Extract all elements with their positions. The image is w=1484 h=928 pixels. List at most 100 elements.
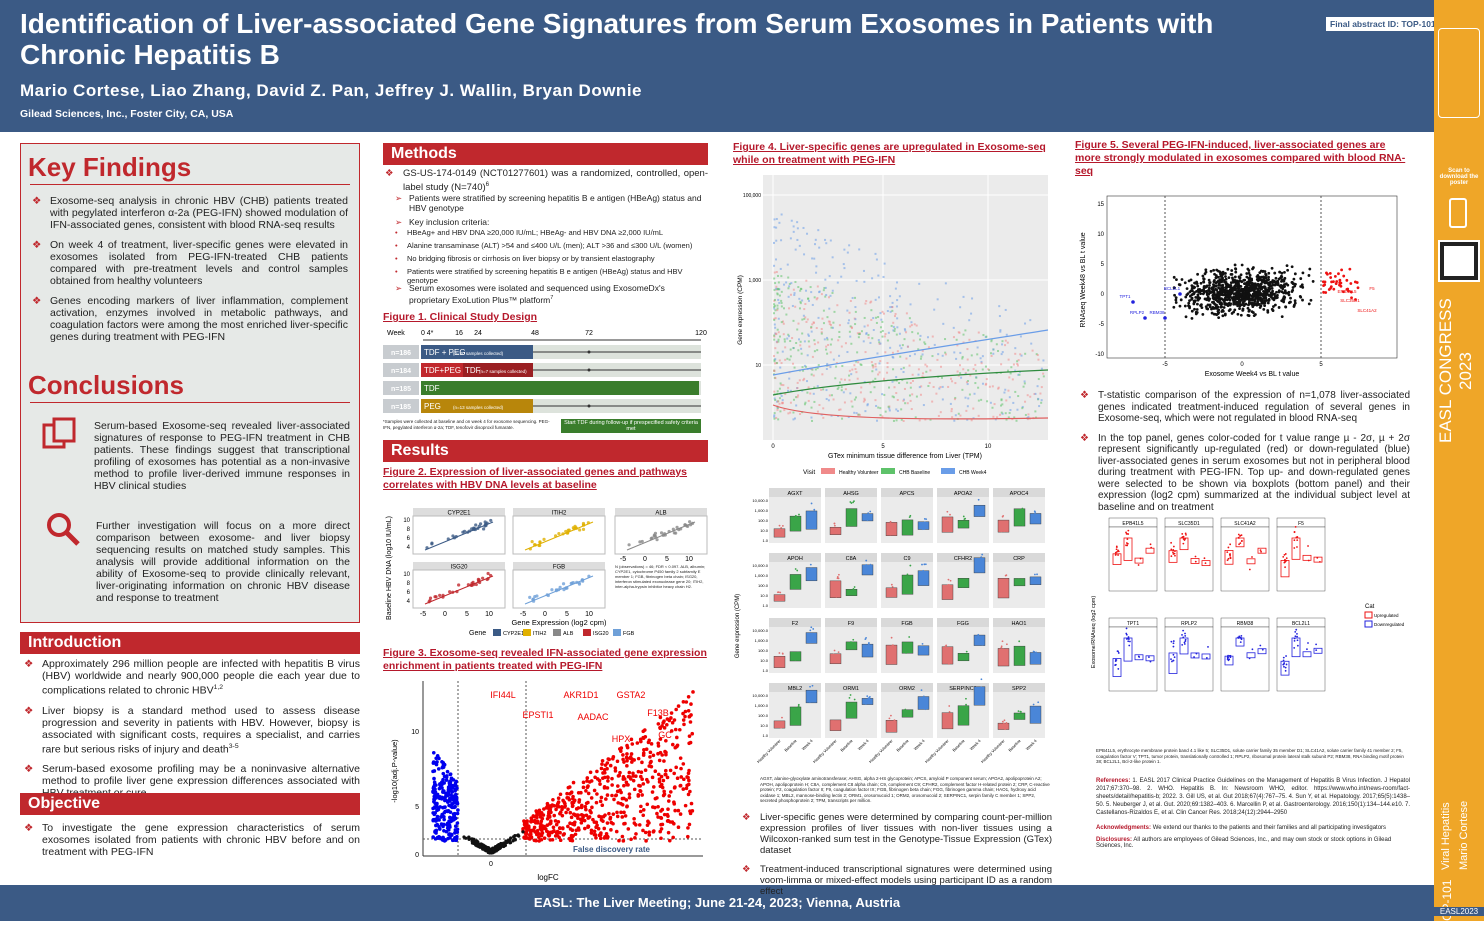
point <box>681 762 686 766</box>
point <box>1247 309 1251 313</box>
point <box>953 419 956 422</box>
point <box>915 395 918 398</box>
point <box>832 720 835 722</box>
y-tick: 1.0 <box>762 538 768 543</box>
point <box>955 357 958 360</box>
point <box>918 338 921 341</box>
point <box>796 569 799 572</box>
point <box>786 263 789 266</box>
point <box>666 799 671 803</box>
point <box>1178 292 1182 296</box>
box <box>773 656 786 668</box>
y-tick: 10,000.0 <box>752 498 768 503</box>
point <box>1008 376 1011 379</box>
point <box>1240 634 1243 637</box>
point <box>431 835 435 839</box>
point <box>787 412 790 415</box>
point <box>817 364 820 367</box>
point <box>1246 287 1250 291</box>
point <box>810 640 812 643</box>
point <box>913 323 916 326</box>
point <box>802 369 805 372</box>
point <box>811 303 814 306</box>
point <box>810 570 812 573</box>
point <box>811 323 814 326</box>
point <box>862 269 865 272</box>
point <box>633 836 637 840</box>
point <box>777 298 780 301</box>
point <box>828 307 831 310</box>
point <box>931 355 934 358</box>
point <box>858 333 861 336</box>
point <box>910 324 913 327</box>
point <box>872 329 875 332</box>
point <box>649 742 654 746</box>
point <box>908 713 911 716</box>
point <box>922 695 925 698</box>
point <box>615 759 620 764</box>
point <box>1283 289 1287 293</box>
point <box>992 352 995 355</box>
point <box>655 538 659 542</box>
point <box>617 838 621 843</box>
point <box>894 312 897 315</box>
point <box>824 295 827 298</box>
point <box>1211 293 1215 297</box>
point <box>777 598 780 601</box>
point <box>900 418 903 421</box>
point <box>803 308 806 311</box>
point <box>790 282 793 285</box>
point <box>864 518 866 521</box>
point <box>1283 665 1285 668</box>
point <box>804 302 807 305</box>
point <box>1277 289 1281 293</box>
point <box>512 838 516 842</box>
list-item: Patients were stratified by screening he… <box>395 193 707 213</box>
point <box>877 373 880 376</box>
box <box>885 720 898 733</box>
point <box>639 770 644 774</box>
point <box>787 389 790 392</box>
point <box>1219 293 1223 296</box>
point <box>964 656 967 659</box>
point <box>1029 319 1032 322</box>
point <box>1220 297 1223 301</box>
point <box>1003 391 1006 394</box>
point <box>784 346 787 349</box>
point <box>806 391 809 394</box>
point <box>773 304 776 307</box>
point <box>600 762 604 766</box>
fit <box>524 521 594 551</box>
box <box>917 570 930 586</box>
y-tick: 100.0 <box>758 583 769 588</box>
point <box>1020 354 1023 357</box>
point <box>1291 288 1295 292</box>
point <box>589 779 594 783</box>
point <box>1021 407 1024 410</box>
point <box>608 763 613 768</box>
point <box>1239 542 1242 545</box>
point <box>941 398 944 401</box>
point <box>854 296 857 299</box>
y-tick: 10,000.0 <box>752 563 768 568</box>
point <box>963 524 966 527</box>
point <box>1265 278 1269 282</box>
point <box>985 378 988 381</box>
panel-title: SLC35D1 <box>1178 521 1200 527</box>
point <box>1183 281 1187 285</box>
point <box>821 317 824 320</box>
point <box>777 317 780 320</box>
point <box>598 799 603 804</box>
point <box>1022 385 1025 388</box>
point <box>619 810 623 815</box>
point <box>1223 300 1226 304</box>
n-box <box>383 363 419 377</box>
point <box>1001 343 1004 346</box>
point <box>860 330 863 333</box>
point <box>1196 297 1200 300</box>
point <box>1251 297 1254 301</box>
point <box>816 385 819 388</box>
point <box>1016 362 1019 365</box>
fig4-title: Figure 4. Liver-specific genes are upreg… <box>733 141 1046 166</box>
point <box>780 299 783 302</box>
